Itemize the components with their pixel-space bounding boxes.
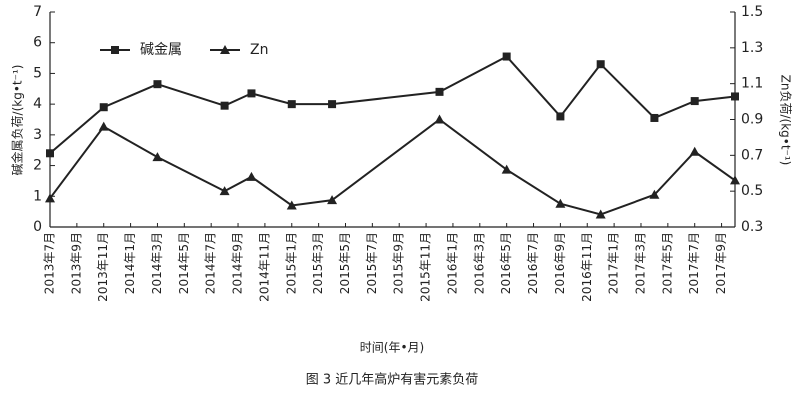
y2-tick-label: 1.5: [741, 4, 763, 20]
x-tick-label: 2016年9月: [553, 232, 567, 294]
marker-square: [731, 92, 739, 101]
x-tick-label: 2017年1月: [607, 232, 621, 294]
x-tick-label: 2015年7月: [365, 232, 379, 294]
marker-square: [435, 87, 444, 96]
marker-triangle: [286, 200, 297, 210]
x-tick-label: 2013年9月: [69, 232, 83, 294]
marker-triangle: [98, 121, 109, 131]
marker-triangle: [595, 209, 606, 219]
y2-tick-label: 0.7: [741, 147, 763, 163]
x-tick-label: 2017年7月: [687, 232, 701, 294]
y2-tick-label: 0.9: [741, 112, 763, 128]
x-tick-label: 2016年11月: [580, 232, 594, 302]
legend-marker: [220, 45, 230, 54]
marker-triangle: [501, 164, 512, 174]
marker-square: [287, 100, 296, 109]
marker-triangle: [689, 146, 700, 156]
series-line: [49, 55, 736, 155]
y-axis-label: 碱金属负荷/(kg•t⁻¹): [10, 65, 25, 176]
legend-label: 碱金属: [140, 42, 182, 58]
x-tick-label: 2016年1月: [445, 232, 459, 294]
marker-square: [502, 52, 511, 61]
y-tick-label: 7: [33, 4, 42, 20]
marker-square: [690, 97, 699, 106]
x-tick-label: 2016年3月: [472, 232, 486, 294]
marker-triangle: [219, 186, 230, 196]
x-axis-label: 时间(年•月): [360, 341, 424, 355]
marker-square: [650, 113, 659, 122]
x-tick-label: 2014年5月: [177, 232, 191, 294]
x-tick-label: 2015年5月: [338, 232, 352, 294]
x-tick-label: 2014年3月: [150, 232, 164, 294]
y2-tick-label: 1.1: [741, 76, 763, 92]
y2-tick-label: 1.3: [741, 40, 763, 56]
marker-triangle: [246, 171, 257, 181]
x-tick-label: 2013年11月: [96, 232, 110, 302]
marker-square: [596, 60, 605, 69]
marker-triangle: [730, 175, 740, 185]
y-tick-label: 6: [33, 35, 42, 51]
y-tick-label: 3: [33, 127, 42, 143]
marker-triangle: [434, 114, 445, 124]
y2-tick-label: 0.3: [741, 219, 763, 235]
series-line: [49, 118, 736, 216]
x-tick-label: 2015年9月: [392, 232, 406, 294]
marker-triangle: [45, 193, 55, 203]
x-tick-label: 2016年5月: [499, 232, 513, 294]
marker-square: [46, 149, 54, 158]
x-tick-label: 2016年7月: [526, 232, 540, 294]
marker-triangle: [152, 152, 163, 162]
y2-axis-label: Zn负荷/(kg•t⁻¹): [779, 75, 793, 166]
y-tick-label: 2: [33, 158, 42, 174]
x-tick-label: 2014年11月: [257, 232, 271, 302]
x-tick-label: 2015年1月: [284, 232, 298, 294]
x-tick-label: 2014年1月: [123, 232, 137, 294]
y-tick-label: 1: [33, 188, 42, 204]
x-tick-label: 2015年11月: [419, 232, 433, 302]
y-tick-label: 4: [33, 96, 42, 112]
marker-triangle: [327, 195, 338, 205]
y2-tick-label: 0.5: [741, 183, 763, 199]
marker-square: [556, 112, 565, 121]
y-tick-label: 0: [33, 219, 42, 235]
marker-triangle: [649, 189, 660, 199]
marker-square: [220, 101, 229, 110]
x-tick-label: 2017年5月: [660, 232, 674, 294]
marker-triangle: [555, 198, 566, 208]
caption: 图 3 近几年高炉有害元素负荷: [306, 372, 479, 388]
x-tick-label: 2014年9月: [231, 232, 245, 294]
marker-square: [247, 89, 256, 98]
marker-square: [328, 100, 337, 109]
x-tick-label: 2017年3月: [633, 232, 647, 294]
x-tick-label: 2013年7月: [43, 232, 57, 294]
legend-label: Zn: [250, 42, 268, 58]
marker-square: [99, 103, 108, 112]
x-tick-label: 2014年7月: [204, 232, 218, 294]
marker-square: [153, 80, 162, 89]
x-tick-label: 2015年3月: [311, 232, 325, 294]
y-tick-label: 5: [33, 65, 42, 81]
x-tick-label: 2017年9月: [714, 232, 728, 294]
legend-marker: [111, 46, 119, 54]
